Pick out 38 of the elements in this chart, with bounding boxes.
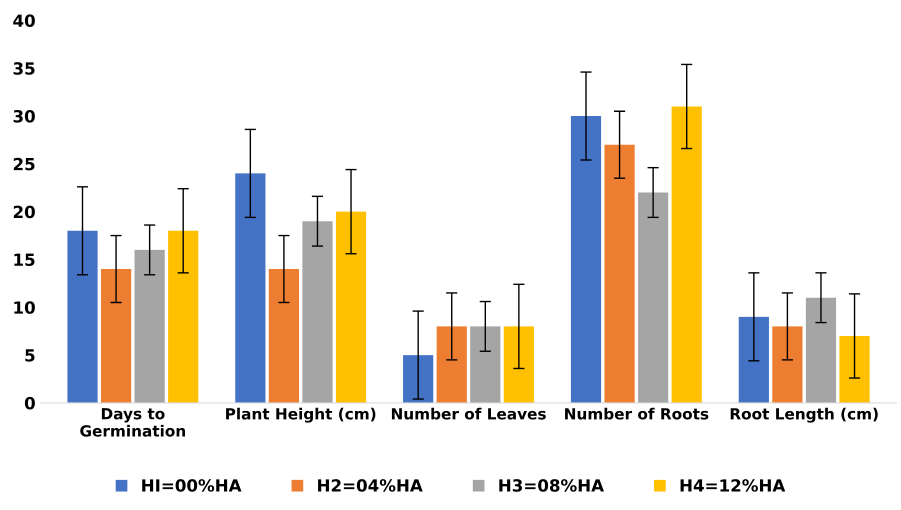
y-tick-label: 20 <box>14 206 35 218</box>
y-tick-label: 15 <box>14 254 35 266</box>
bar <box>839 336 870 403</box>
legend-label: H4=12%HA <box>680 479 786 492</box>
bar <box>436 326 467 403</box>
bar <box>302 221 333 403</box>
bar <box>336 212 366 403</box>
bar <box>470 326 500 403</box>
y-tick-label: 5 <box>25 349 35 362</box>
legend-label: H2=04%HA <box>318 479 423 492</box>
bar <box>268 269 300 403</box>
bar <box>638 192 668 403</box>
bar <box>235 173 266 403</box>
x-tick-label: Number of Roots <box>565 408 708 420</box>
y-tick-label: 25 <box>14 158 35 170</box>
bar <box>772 326 803 403</box>
bar <box>134 250 165 403</box>
x-tick-label: Number of Leaves <box>392 408 546 420</box>
legend-label: H3=08%HA <box>499 479 604 492</box>
bar <box>604 144 635 403</box>
legend-label: HI=00%HA <box>142 479 242 492</box>
y-tick-label: 10 <box>14 301 35 314</box>
bar <box>570 116 602 403</box>
y-tick-label: 0 <box>24 396 35 410</box>
bar <box>403 355 434 403</box>
bar <box>67 230 98 403</box>
bar <box>672 106 702 403</box>
bar <box>100 269 132 403</box>
bar <box>504 326 534 403</box>
bar <box>738 316 769 403</box>
y-tick-label: 30 <box>14 110 35 123</box>
x-tick-label: Plant Height (cm) <box>226 408 376 423</box>
x-tick-label: Days to Germination <box>80 408 186 437</box>
bar <box>168 230 198 403</box>
y-tick-label: 40 <box>13 14 35 27</box>
y-tick-label: 35 <box>14 62 35 75</box>
bar <box>806 298 836 403</box>
x-tick-label: Root Length (cm) <box>730 408 878 423</box>
